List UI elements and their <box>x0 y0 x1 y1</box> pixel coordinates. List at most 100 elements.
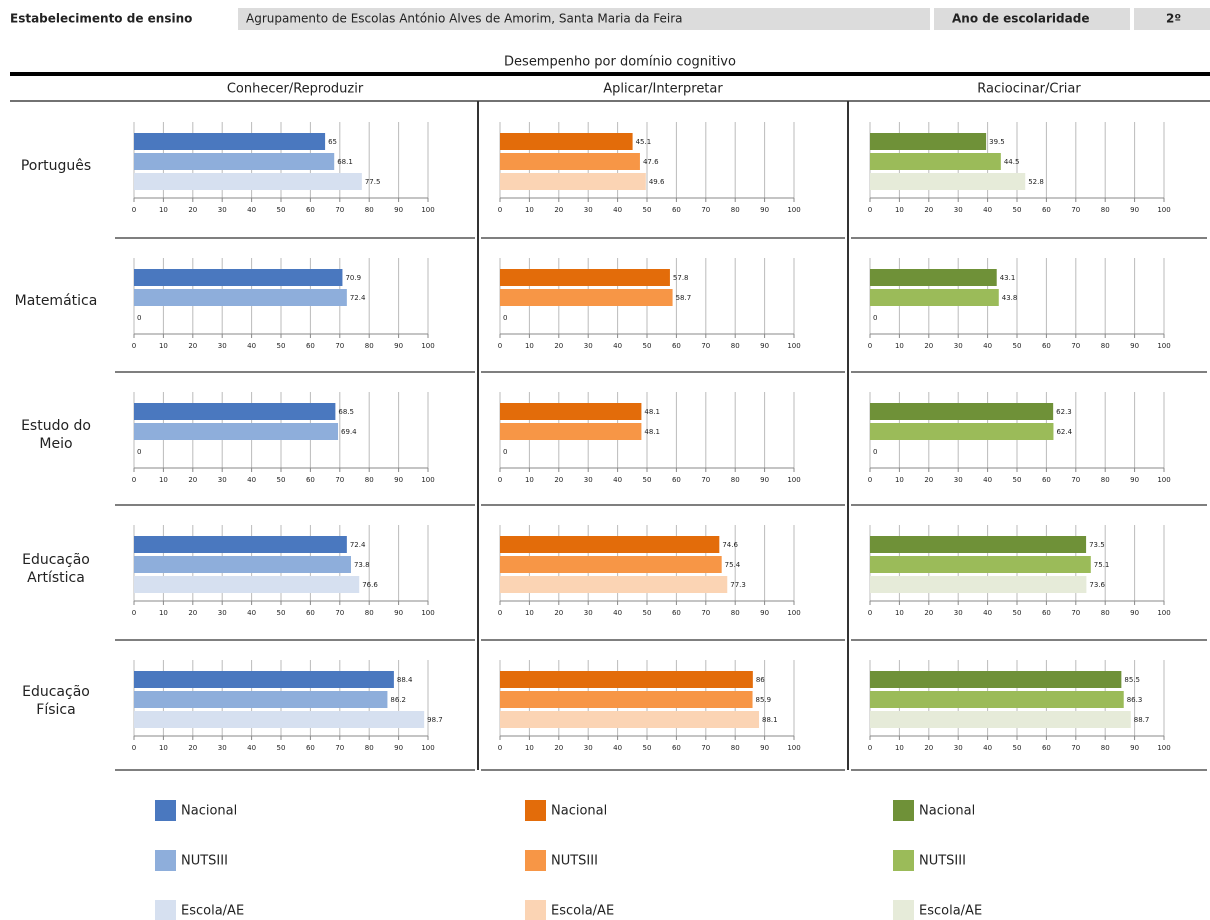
x-tick-label: 90 <box>760 744 769 752</box>
x-tick-label: 70 <box>701 744 710 752</box>
bar <box>500 423 642 440</box>
header-box <box>1134 8 1210 30</box>
x-tick-label: 30 <box>954 609 963 617</box>
x-tick-label: 10 <box>895 206 904 214</box>
x-tick-label: 10 <box>525 206 534 214</box>
x-tick-label: 10 <box>159 206 168 214</box>
x-tick-label: 90 <box>1130 342 1139 350</box>
value-label: 0 <box>137 448 141 456</box>
school-label: Estabelecimento de ensino <box>10 12 192 26</box>
x-tick-label: 60 <box>672 476 681 484</box>
value-label: 74.6 <box>722 541 738 549</box>
bar <box>870 556 1091 573</box>
x-tick-label: 30 <box>954 342 963 350</box>
value-label: 72.4 <box>350 541 366 549</box>
x-tick-label: 40 <box>613 342 622 350</box>
bar <box>500 576 728 593</box>
x-tick-label: 90 <box>1130 744 1139 752</box>
x-tick-label: 90 <box>760 206 769 214</box>
x-tick-label: 20 <box>554 342 563 350</box>
bar <box>500 556 722 573</box>
bar <box>870 671 1122 688</box>
x-tick-label: 20 <box>554 476 563 484</box>
value-label: 39.5 <box>989 138 1005 146</box>
x-tick-label: 30 <box>218 342 227 350</box>
x-tick-label: 80 <box>1101 609 1110 617</box>
x-tick-label: 70 <box>335 476 344 484</box>
x-tick-label: 50 <box>1013 476 1022 484</box>
value-label: 57.8 <box>673 274 689 282</box>
x-tick-label: 80 <box>1101 342 1110 350</box>
x-tick-label: 40 <box>247 609 256 617</box>
x-tick-label: 100 <box>1157 609 1170 617</box>
x-tick-label: 100 <box>1157 476 1170 484</box>
x-tick-label: 40 <box>247 476 256 484</box>
value-label: 86 <box>756 676 765 684</box>
x-tick-label: 0 <box>868 476 872 484</box>
x-tick-label: 80 <box>365 206 374 214</box>
x-tick-label: 30 <box>218 206 227 214</box>
x-tick-label: 10 <box>525 609 534 617</box>
x-tick-label: 40 <box>247 342 256 350</box>
value-label: 70.9 <box>345 274 361 282</box>
x-tick-label: 60 <box>1042 609 1051 617</box>
bar <box>500 269 670 286</box>
bar <box>500 671 753 688</box>
x-tick-label: 50 <box>277 609 286 617</box>
value-label: 85.5 <box>1124 676 1140 684</box>
x-tick-label: 70 <box>701 609 710 617</box>
x-tick-label: 40 <box>983 206 992 214</box>
column-header: Raciocinar/Criar <box>977 82 1081 97</box>
x-tick-label: 100 <box>787 744 800 752</box>
legend-label: NUTSIII <box>919 854 966 869</box>
legend-swatch <box>155 900 176 920</box>
school: Agrupamento de Escolas António Alves de … <box>246 12 683 26</box>
legend-swatch <box>525 900 546 920</box>
value-label: 0 <box>503 314 507 322</box>
x-tick-label: 10 <box>525 342 534 350</box>
x-tick-label: 100 <box>787 206 800 214</box>
x-tick-label: 30 <box>954 206 963 214</box>
x-tick-label: 20 <box>554 744 563 752</box>
x-tick-label: 0 <box>132 342 136 350</box>
x-tick-label: 60 <box>1042 476 1051 484</box>
value-label: 58.7 <box>676 294 692 302</box>
value-label: 62.4 <box>1056 428 1072 436</box>
title-rule <box>10 72 1210 76</box>
x-tick-label: 70 <box>1071 476 1080 484</box>
x-tick-label: 80 <box>365 342 374 350</box>
column-header: Conhecer/Reproduzir <box>227 82 364 97</box>
x-tick-label: 90 <box>394 206 403 214</box>
x-tick-label: 70 <box>1071 744 1080 752</box>
x-tick-label: 90 <box>1130 609 1139 617</box>
x-tick-label: 40 <box>613 609 622 617</box>
x-tick-label: 10 <box>525 744 534 752</box>
bar <box>134 153 335 170</box>
value-label: 0 <box>873 314 877 322</box>
x-tick-label: 100 <box>1157 206 1170 214</box>
x-tick-label: 30 <box>584 342 593 350</box>
x-tick-label: 0 <box>132 476 136 484</box>
value-label: 72.4 <box>350 294 366 302</box>
legend-swatch <box>525 800 546 821</box>
x-tick-label: 100 <box>787 609 800 617</box>
x-tick-label: 60 <box>1042 342 1051 350</box>
value-label: 88.7 <box>1134 716 1150 724</box>
bar <box>870 173 1026 190</box>
x-tick-label: 30 <box>584 609 593 617</box>
x-tick-label: 10 <box>159 609 168 617</box>
x-tick-label: 30 <box>218 476 227 484</box>
value-label: 98.7 <box>427 716 443 724</box>
value-label: 48.1 <box>644 428 660 436</box>
x-tick-label: 40 <box>613 476 622 484</box>
value-label: 77.5 <box>365 178 381 186</box>
x-tick-label: 70 <box>1071 609 1080 617</box>
x-tick-label: 80 <box>365 609 374 617</box>
x-tick-label: 30 <box>218 744 227 752</box>
x-tick-label: 50 <box>277 744 286 752</box>
x-tick-label: 60 <box>306 744 315 752</box>
x-tick-label: 10 <box>895 476 904 484</box>
x-tick-label: 0 <box>868 744 872 752</box>
value-label: 75.4 <box>725 561 741 569</box>
